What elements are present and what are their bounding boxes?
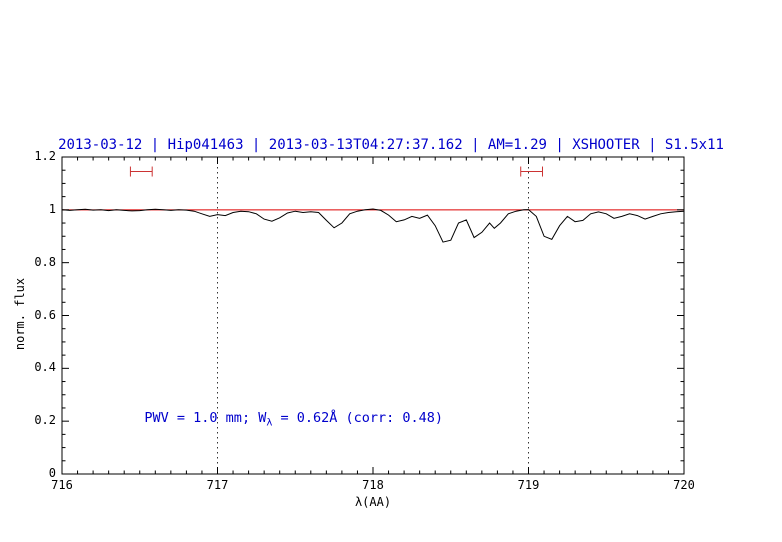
x-tick-label: 718: [362, 478, 384, 492]
plot-title: 2013-03-12 | Hip041463 | 2013-03-13T04:2…: [58, 137, 724, 153]
x-tick-label: 717: [206, 478, 229, 492]
y-tick-label: 0: [48, 466, 56, 480]
annotation-suffix: = 0.62Å (corr: 0.48): [272, 410, 444, 427]
x-tick-label: 719: [517, 478, 540, 492]
y-tick-label: 0.2: [34, 413, 56, 428]
x-tick-label: 720: [673, 478, 695, 492]
y-tick-label: 1: [48, 201, 56, 216]
x-axis-label: λ(AA): [354, 495, 392, 509]
y-tick-label: 0.8: [34, 254, 56, 269]
y-tick-label: 1.2: [34, 149, 56, 163]
spectrum-line: [61, 208, 685, 243]
annotation-prefix: PWV = 1.0 mm; W: [144, 410, 267, 427]
y-tick-label: 0.4: [34, 360, 56, 375]
x-tick-label: 716: [51, 478, 73, 492]
annotation-lambda-subscript: λ: [266, 417, 273, 429]
pwv-annotation: PWV = 1.0 mm; Wλ = 0.62Å (corr: 0.48): [144, 410, 443, 429]
y-tick-label: 0.6: [34, 307, 56, 322]
